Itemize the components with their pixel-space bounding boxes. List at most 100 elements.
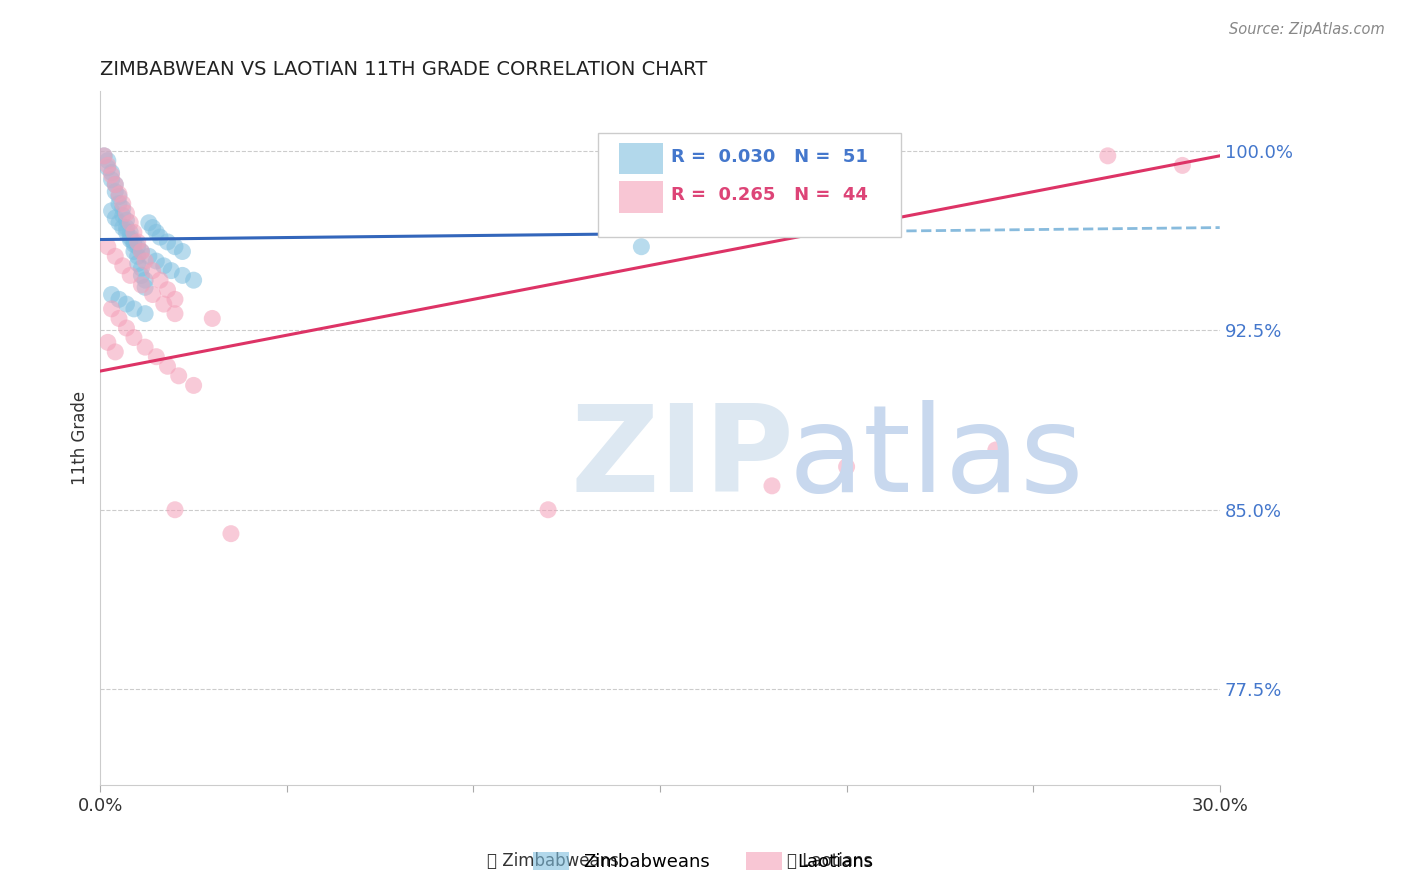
Point: [219, 526, 242, 541]
Point: [108, 196, 131, 211]
Point: [108, 187, 131, 202]
Point: [145, 350, 167, 364]
Point: [163, 502, 186, 516]
Point: [104, 185, 127, 199]
Point: [183, 273, 205, 287]
Point: [120, 216, 142, 230]
FancyBboxPatch shape: [599, 133, 901, 237]
Point: [152, 297, 174, 311]
Point: [122, 225, 145, 239]
Text: Source: ZipAtlas.com: Source: ZipAtlas.com: [1229, 22, 1385, 37]
Point: [138, 249, 160, 263]
Legend: Zimbabweans, Laotians: Zimbabweans, Laotians: [526, 845, 880, 879]
FancyBboxPatch shape: [619, 181, 664, 212]
Point: [122, 237, 145, 252]
Point: [97, 153, 120, 168]
FancyBboxPatch shape: [619, 144, 664, 175]
Text: R =  0.030   N =  51: R = 0.030 N = 51: [671, 148, 868, 166]
Point: [163, 293, 186, 307]
Point: [97, 158, 120, 172]
Point: [100, 173, 122, 187]
Point: [630, 240, 652, 254]
Point: [984, 442, 1007, 457]
Point: [1097, 149, 1119, 163]
Point: [142, 220, 165, 235]
Point: [145, 225, 167, 239]
Point: [149, 230, 172, 244]
Point: [122, 235, 145, 249]
Point: [100, 301, 122, 316]
Point: [97, 161, 120, 175]
Point: [172, 244, 194, 259]
Point: [122, 244, 145, 259]
Point: [104, 345, 127, 359]
Point: [156, 359, 179, 374]
Point: [134, 280, 156, 294]
Point: [156, 235, 179, 249]
Point: [127, 249, 149, 263]
Point: [100, 287, 122, 301]
Text: R =  0.265   N =  44: R = 0.265 N = 44: [671, 186, 868, 204]
Point: [111, 220, 134, 235]
Point: [152, 259, 174, 273]
Point: [183, 378, 205, 392]
Point: [131, 268, 153, 283]
Point: [835, 459, 858, 474]
Point: [108, 293, 131, 307]
Point: [142, 287, 165, 301]
Point: [111, 259, 134, 273]
Point: [104, 211, 127, 225]
Point: [1171, 158, 1194, 172]
Point: [111, 196, 134, 211]
Point: [120, 225, 142, 239]
Point: [163, 307, 186, 321]
Text: ZIMBABWEAN VS LAOTIAN 11TH GRADE CORRELATION CHART: ZIMBABWEAN VS LAOTIAN 11TH GRADE CORRELA…: [100, 60, 707, 78]
Point: [104, 178, 127, 192]
Point: [172, 268, 194, 283]
Point: [111, 209, 134, 223]
Point: [115, 213, 138, 227]
Y-axis label: 11th Grade: 11th Grade: [72, 391, 89, 485]
Point: [115, 297, 138, 311]
Point: [163, 240, 186, 254]
Point: [537, 502, 560, 516]
Point: [120, 233, 142, 247]
Point: [108, 216, 131, 230]
Point: [100, 165, 122, 179]
Point: [160, 263, 183, 277]
Point: [115, 321, 138, 335]
Point: [131, 244, 153, 259]
Text: ⬛ Zimbabweans: ⬛ Zimbabweans: [486, 852, 619, 870]
Point: [120, 230, 142, 244]
Point: [167, 368, 190, 383]
Point: [100, 168, 122, 182]
Point: [131, 261, 153, 276]
Point: [138, 216, 160, 230]
Point: [111, 202, 134, 216]
Point: [142, 263, 165, 277]
Point: [93, 149, 115, 163]
Point: [104, 249, 127, 263]
Point: [115, 225, 138, 239]
Point: [104, 178, 127, 192]
Point: [134, 307, 156, 321]
Text: atlas: atlas: [789, 401, 1084, 517]
Point: [122, 301, 145, 316]
Point: [131, 244, 153, 259]
Text: ZIP: ZIP: [571, 401, 794, 517]
Point: [93, 149, 115, 163]
Point: [115, 206, 138, 220]
Point: [149, 273, 172, 287]
Point: [97, 335, 120, 350]
Point: [145, 254, 167, 268]
Point: [115, 220, 138, 235]
Point: [134, 340, 156, 354]
Point: [127, 235, 149, 249]
Point: [120, 268, 142, 283]
Point: [134, 254, 156, 268]
Point: [127, 240, 149, 254]
Point: [156, 283, 179, 297]
Point: [761, 479, 783, 493]
Point: [108, 189, 131, 203]
Text: ⬛ Laotians: ⬛ Laotians: [787, 852, 873, 870]
